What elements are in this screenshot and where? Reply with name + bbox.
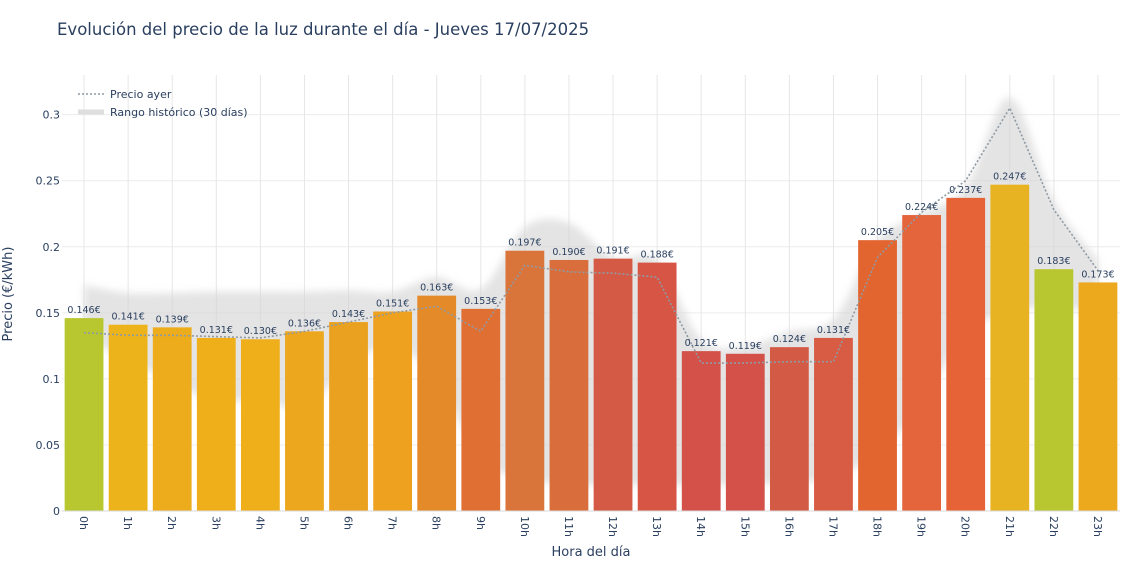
bar-22h xyxy=(1034,269,1074,511)
x-axis-title: Hora del día xyxy=(552,545,631,560)
bar-value-label: 0.131€ xyxy=(200,325,233,336)
bar-value-label: 0.163€ xyxy=(420,283,453,294)
bar-16h xyxy=(769,347,809,511)
x-tick-label: 9h xyxy=(474,516,487,530)
y-tick-label: 0.3 xyxy=(43,109,61,122)
x-tick-label: 13h xyxy=(650,516,663,537)
legend: Precio ayer Rango histórico (30 días) xyxy=(78,88,248,119)
bar-2h xyxy=(152,327,192,511)
bar-value-label: 0.151€ xyxy=(376,298,409,309)
bar-value-label: 0.119€ xyxy=(729,341,762,352)
bar-6h xyxy=(329,322,368,511)
x-tick-label: 6h xyxy=(342,516,355,530)
y-tick-label: 0.1 xyxy=(43,373,61,386)
bar-value-label: 0.131€ xyxy=(817,325,850,336)
bar-23h xyxy=(1078,282,1118,511)
legend-item-rango-historico: Rango histórico (30 días) xyxy=(110,106,248,119)
yesterday-price-line xyxy=(83,106,1099,364)
y-tick-label: 0.05 xyxy=(36,439,61,452)
bar-value-label: 0.141€ xyxy=(112,312,145,323)
y-axis-title: Precio (€/kWh) xyxy=(1,247,16,342)
x-tick-label: 0h xyxy=(77,516,90,530)
x-tick-label: 18h xyxy=(871,516,884,537)
bar-0h xyxy=(64,318,104,511)
bar-value-label: 0.190€ xyxy=(552,247,585,258)
axes: 0 0.05 0.1 0.15 0.2 0.25 0.3 0h 1h 2h 3h 4h 5h 6h 7h 8h… xyxy=(36,109,1120,537)
bar-12h xyxy=(593,258,633,511)
bar-value-label: 0.224€ xyxy=(905,202,938,213)
bar-20h xyxy=(946,197,986,511)
bar-19h xyxy=(902,215,942,512)
bar-value-label: 0.146€ xyxy=(67,305,100,316)
bar-8h xyxy=(417,295,457,511)
x-tick-label: 3h xyxy=(209,516,222,530)
historic-range-band xyxy=(84,97,1098,486)
y-tick-label: 0.25 xyxy=(36,175,61,188)
bar-value-label: 0.183€ xyxy=(1037,256,1070,267)
bar-4h xyxy=(240,339,280,511)
x-tick-label: 22h xyxy=(1047,516,1060,537)
y-tick-label: 0.15 xyxy=(36,307,61,320)
bar-value-labels: 0.146€ 0.141€ 0.139€ 0.131€ 0.130€ 0.136€ 0.14… xyxy=(67,172,1114,352)
bar-value-label: 0.139€ xyxy=(156,314,189,325)
x-tick-label: 7h xyxy=(386,516,399,530)
bar-value-label: 0.121€ xyxy=(685,338,718,349)
x-tick-label: 1h xyxy=(121,516,134,530)
bar-value-label: 0.188€ xyxy=(641,250,674,261)
bar-1h xyxy=(108,324,148,511)
bar-value-label: 0.191€ xyxy=(596,246,629,257)
bar-7h xyxy=(373,311,413,511)
x-tick-label: 16h xyxy=(782,516,795,537)
x-tick-label: 21h xyxy=(1003,516,1016,537)
bar-value-label: 0.247€ xyxy=(993,172,1026,183)
y-tick-label: 0.2 xyxy=(43,241,61,254)
bar-value-label: 0.205€ xyxy=(861,227,894,238)
bar-value-label: 0.173€ xyxy=(1081,269,1114,280)
bar-11h xyxy=(549,259,589,511)
bar-value-label: 0.143€ xyxy=(332,309,365,320)
x-tick-label: 15h xyxy=(738,516,751,537)
yesterday-price-path xyxy=(83,106,1099,364)
bar-value-label: 0.197€ xyxy=(508,238,541,249)
x-tick-label: 8h xyxy=(430,516,443,530)
bar-value-label: 0.130€ xyxy=(244,326,277,337)
y-tick-label: 0 xyxy=(53,505,60,518)
x-tick-label: 23h xyxy=(1091,516,1104,537)
bar-10h xyxy=(505,250,545,512)
bar-17h xyxy=(814,337,853,511)
historic-range-area xyxy=(84,97,1098,486)
x-tick-label: 11h xyxy=(562,516,575,537)
bar-13h xyxy=(637,262,677,511)
bar-9h xyxy=(461,308,501,511)
x-tick-label: 4h xyxy=(253,516,266,530)
bar-18h xyxy=(858,240,897,511)
x-tick-label: 17h xyxy=(826,516,839,537)
x-tick-label: 2h xyxy=(165,516,178,530)
bar-15h xyxy=(725,353,765,511)
chart-title: Evolución del precio de la luz durante e… xyxy=(57,20,590,39)
x-tick-label: 20h xyxy=(959,516,972,537)
bar-5h xyxy=(285,331,324,511)
bar-21h xyxy=(990,184,1030,512)
x-tick-label: 10h xyxy=(518,516,531,537)
x-tick-label: 14h xyxy=(694,516,707,537)
bar-value-label: 0.124€ xyxy=(773,334,806,345)
x-tick-label: 19h xyxy=(915,516,928,537)
x-tick-label: 5h xyxy=(297,516,310,530)
bar-14h xyxy=(681,351,721,511)
bar-value-label: 0.136€ xyxy=(288,318,321,329)
legend-item-precio-ayer: Precio ayer xyxy=(110,88,172,101)
bars xyxy=(64,184,1118,512)
bar-3h xyxy=(196,337,236,511)
bar-value-label: 0.153€ xyxy=(464,296,497,307)
bar-value-label: 0.237€ xyxy=(949,185,982,196)
x-tick-label: 12h xyxy=(606,516,619,537)
